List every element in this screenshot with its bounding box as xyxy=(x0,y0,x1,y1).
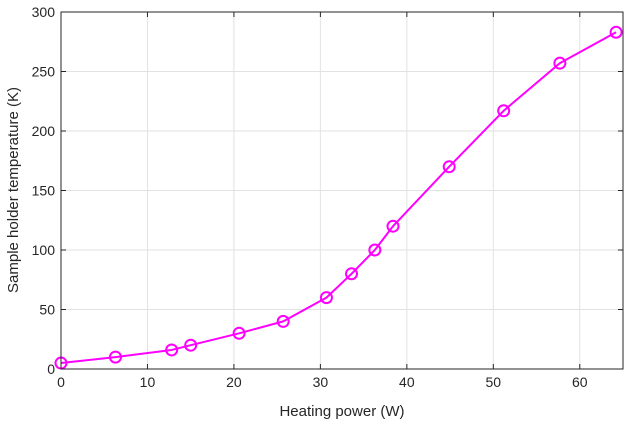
data-point xyxy=(345,267,359,281)
y-tick-label: 150 xyxy=(32,183,56,199)
data-series xyxy=(54,25,623,370)
data-point xyxy=(497,104,511,118)
y-tick-label: 250 xyxy=(32,64,56,80)
x-axis-label: Heating power (W) xyxy=(279,403,404,420)
data-point xyxy=(386,219,400,233)
data-point xyxy=(276,314,290,328)
data-point xyxy=(184,338,198,352)
x-tick-label: 40 xyxy=(399,374,415,390)
data-point xyxy=(442,160,456,174)
data-point xyxy=(232,326,246,340)
axis-ticks: 0 10 20 30 40 50 60 0 50 100 150 200 250 300 xyxy=(32,4,623,390)
data-point xyxy=(368,243,382,257)
x-tick-label: 60 xyxy=(572,374,588,390)
x-tick-label: 50 xyxy=(486,374,502,390)
data-point xyxy=(165,343,179,357)
y-tick-label: 100 xyxy=(32,242,56,258)
y-tick-label: 0 xyxy=(47,361,55,377)
y-tick-label: 50 xyxy=(39,302,55,318)
series-line xyxy=(60,31,617,365)
x-tick-label: 10 xyxy=(140,374,156,390)
y-tick-label: 300 xyxy=(32,4,56,20)
x-tick-label: 0 xyxy=(57,374,65,390)
y-axis-label: Sample holder temperature (K) xyxy=(5,87,22,293)
x-tick-label: 30 xyxy=(313,374,329,390)
data-point xyxy=(319,291,333,305)
data-point xyxy=(553,56,567,70)
data-point xyxy=(609,25,623,39)
data-point xyxy=(108,350,122,364)
x-tick-label: 20 xyxy=(226,374,242,390)
y-tick-label: 200 xyxy=(32,123,56,139)
grid-lines xyxy=(61,12,623,369)
